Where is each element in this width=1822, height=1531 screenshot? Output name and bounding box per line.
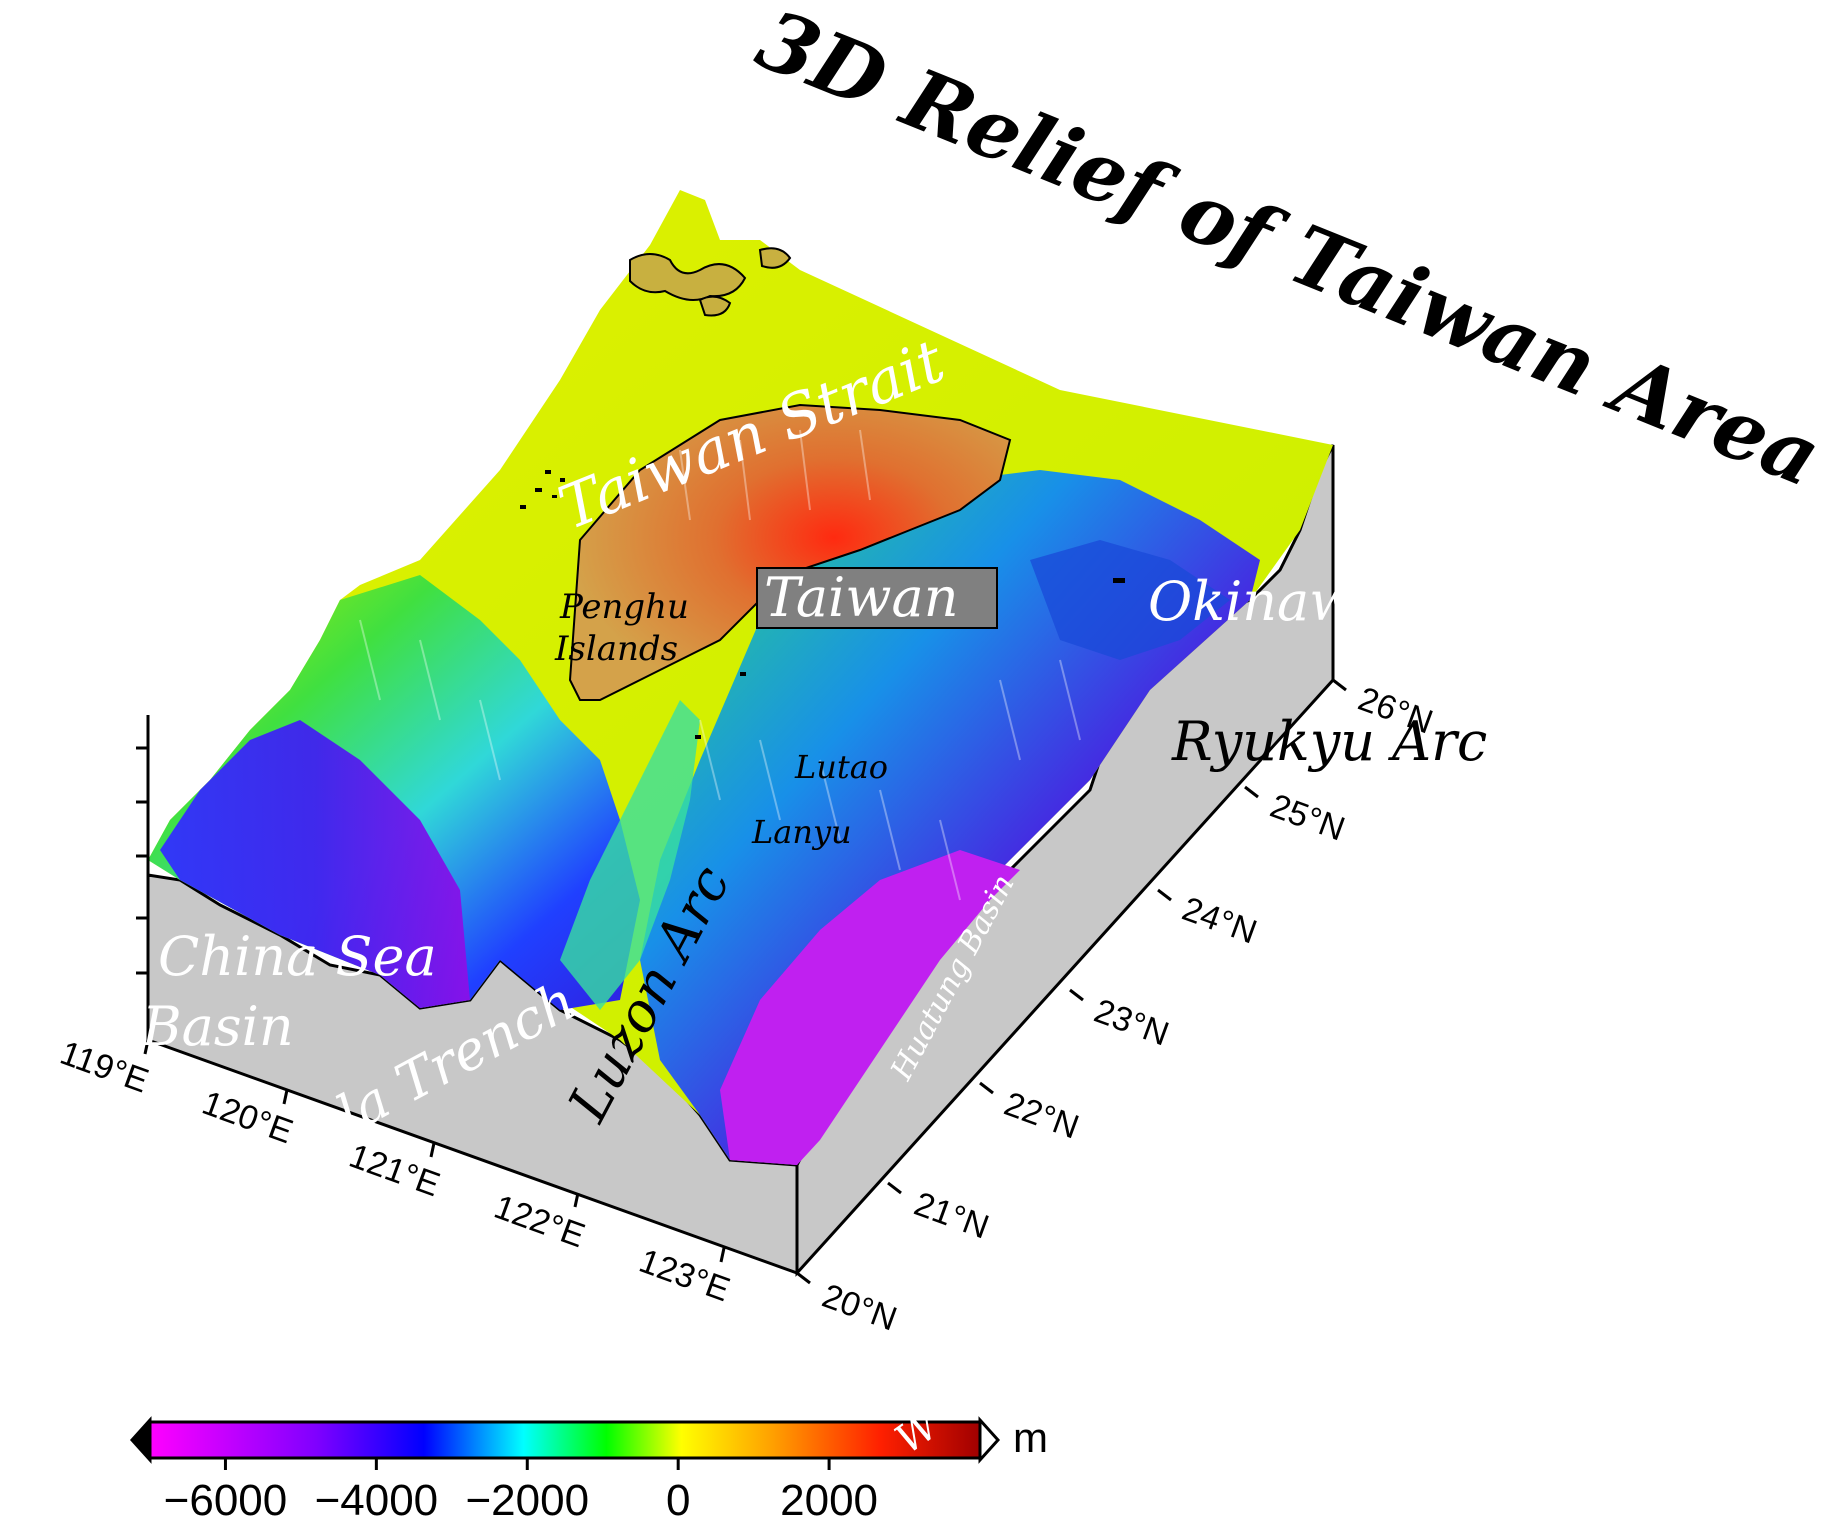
colorbar-tick-label: −6000 (164, 1476, 288, 1525)
huatung-basin-floor (720, 850, 1020, 1165)
label-okinawa: Okinaw (1148, 570, 1355, 633)
luzon-arc-ridge (560, 700, 700, 1010)
colorbar-unit: m (1013, 1414, 1048, 1461)
colorbar-ticks: −6000 −4000 −2000 0 2000 (164, 1458, 878, 1525)
colorbar-tick-label: 0 (666, 1476, 690, 1525)
colorbar-tick-label: 2000 (780, 1476, 878, 1525)
terrain-surface (148, 190, 1333, 1165)
lat-label-24: 24°N (1177, 890, 1261, 952)
label-ryukyu-arc: Ryukyu Arc (1171, 710, 1487, 773)
texture-streaks (359, 429, 1081, 901)
label-islands: Islands (554, 629, 678, 669)
deep-basin-west (160, 720, 470, 1008)
colorbar-tick-label: −2000 (465, 1476, 589, 1525)
label-basin: Basin (141, 995, 294, 1058)
coastline-details (629, 247, 792, 317)
lon-label-119: 119°E (55, 1034, 153, 1101)
lon-label-123: 123°E (634, 1242, 734, 1310)
colorbar: −6000 −4000 −2000 0 2000 m W (129, 1400, 1048, 1525)
lat-label-25: 25°N (1265, 787, 1349, 849)
lon-label-122: 122°E (489, 1188, 589, 1256)
lon-label-120: 120°E (197, 1084, 297, 1152)
colorbar-tick-label: −4000 (315, 1476, 439, 1525)
label-china-sea: China Sea (158, 925, 437, 988)
z-axis (136, 715, 150, 1040)
lat-axis-ticks (796, 678, 1347, 1285)
label-lanyu: Lanyu (751, 813, 852, 851)
lat-label-22: 22°N (999, 1085, 1083, 1147)
lat-label-21: 21°N (909, 1185, 993, 1247)
label-taiwan: Taiwan (764, 566, 958, 629)
taiwan-island (568, 403, 1012, 701)
penghu-islets (520, 470, 1125, 739)
lat-label-23: 23°N (1089, 992, 1173, 1054)
colorbar-left-arrow (129, 1416, 152, 1464)
lon-label-121: 121°E (344, 1137, 444, 1205)
label-penghu: Penghu (559, 587, 689, 627)
okinawa-trough (1030, 540, 1230, 660)
lat-label-20: 20°N (817, 1277, 901, 1339)
label-lutao: Lutao (794, 748, 888, 786)
taiwan-label-box (756, 567, 998, 629)
colorbar-ramp (148, 1420, 982, 1460)
colorbar-right-arrow (978, 1416, 1001, 1464)
lon-axis-ticks (143, 1039, 726, 1263)
